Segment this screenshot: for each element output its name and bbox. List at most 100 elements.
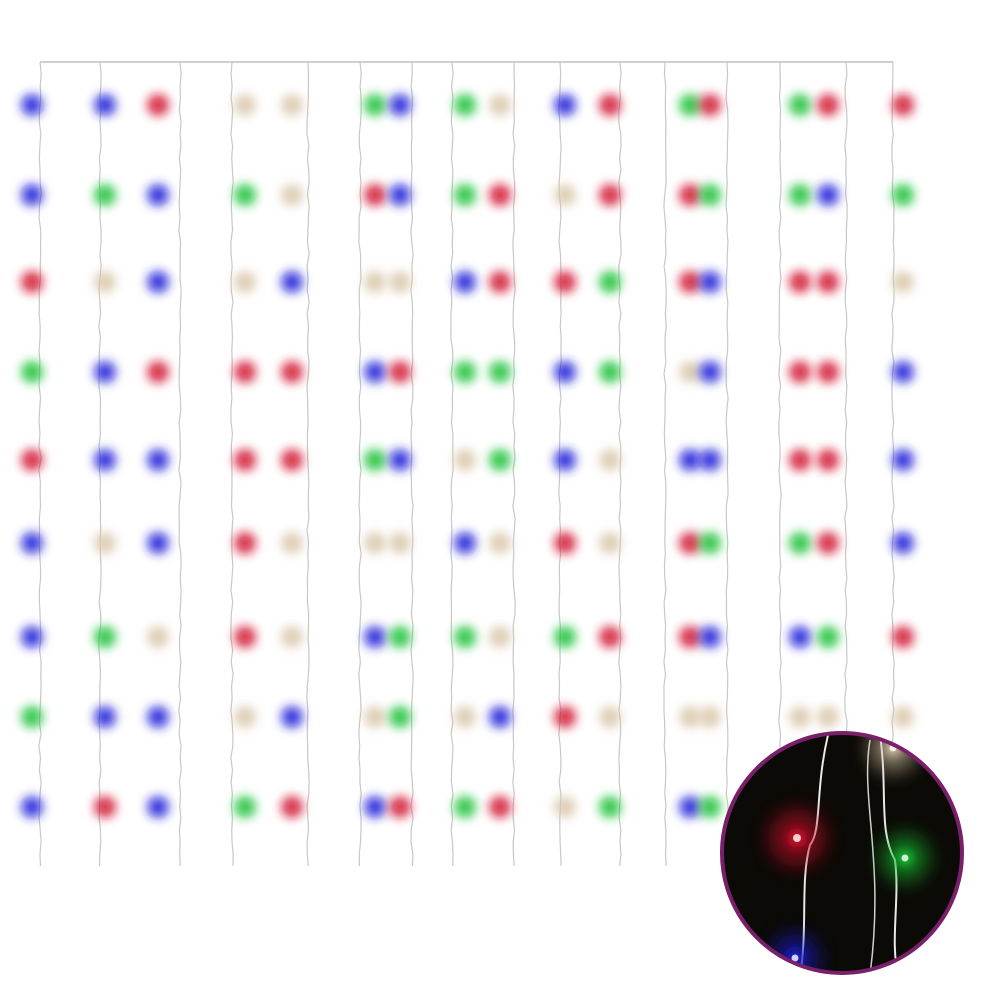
led-bulb bbox=[794, 366, 806, 378]
led-bulb bbox=[822, 366, 834, 378]
inset-led-core bbox=[902, 855, 909, 862]
led-bulb bbox=[152, 631, 164, 643]
led-bulb bbox=[286, 631, 298, 643]
led-bulb bbox=[459, 99, 471, 111]
led-bulb bbox=[99, 366, 111, 378]
led-bulb bbox=[459, 631, 471, 643]
wire-strand bbox=[231, 62, 233, 866]
led-bulb bbox=[459, 189, 471, 201]
led-bulb bbox=[152, 189, 164, 201]
led-bulb bbox=[684, 454, 696, 466]
led-bulb bbox=[26, 99, 38, 111]
led-bulb bbox=[239, 366, 251, 378]
led-bulb bbox=[559, 801, 571, 813]
led-bulb bbox=[286, 454, 298, 466]
led-bulb bbox=[494, 276, 506, 288]
led-bulb bbox=[822, 631, 834, 643]
led-bulb bbox=[99, 631, 111, 643]
led-bulb bbox=[684, 801, 696, 813]
led-bulb bbox=[794, 631, 806, 643]
led-bulb bbox=[369, 99, 381, 111]
led-bulb bbox=[822, 454, 834, 466]
wire-strand bbox=[451, 62, 453, 866]
led-bulb bbox=[494, 366, 506, 378]
led-bulb bbox=[459, 276, 471, 288]
led-bulb bbox=[897, 454, 909, 466]
led-bulb bbox=[822, 276, 834, 288]
led-bulb bbox=[794, 189, 806, 201]
led-bulb bbox=[794, 711, 806, 723]
led-bulb bbox=[794, 99, 806, 111]
wire-strand bbox=[664, 62, 666, 866]
led-bulb bbox=[494, 801, 506, 813]
led-bulb bbox=[704, 276, 716, 288]
led-bulb bbox=[494, 537, 506, 549]
led-bulb bbox=[99, 801, 111, 813]
led-bulb bbox=[394, 189, 406, 201]
led-bulb bbox=[822, 711, 834, 723]
led-bulb bbox=[559, 99, 571, 111]
led-bulb bbox=[152, 366, 164, 378]
led-bulb bbox=[604, 99, 616, 111]
led-bulb bbox=[369, 801, 381, 813]
led-bulb bbox=[684, 276, 696, 288]
wire-strand bbox=[726, 62, 728, 866]
led-bulb bbox=[369, 189, 381, 201]
led-bulb bbox=[704, 801, 716, 813]
led-bulb bbox=[604, 801, 616, 813]
led-bulb bbox=[394, 454, 406, 466]
led-bulb bbox=[684, 631, 696, 643]
led-bulb bbox=[152, 454, 164, 466]
inset-led-core bbox=[793, 834, 801, 842]
led-bulb bbox=[604, 366, 616, 378]
led-bulb bbox=[559, 631, 571, 643]
wire-strand bbox=[359, 62, 361, 866]
led-bulb bbox=[394, 99, 406, 111]
led-bulb bbox=[369, 631, 381, 643]
led-bulb bbox=[286, 801, 298, 813]
led-bulb bbox=[239, 631, 251, 643]
led-bulb bbox=[822, 99, 834, 111]
led-bulb bbox=[897, 537, 909, 549]
led-bulb bbox=[559, 189, 571, 201]
led-bulb bbox=[704, 366, 716, 378]
led-bulb bbox=[559, 711, 571, 723]
led-bulb bbox=[26, 454, 38, 466]
led-bulb bbox=[897, 711, 909, 723]
led-bulb bbox=[684, 537, 696, 549]
led-bulb bbox=[604, 631, 616, 643]
wire-strand bbox=[179, 62, 181, 866]
led-bulb bbox=[897, 99, 909, 111]
led-bulb bbox=[684, 189, 696, 201]
led-bulb bbox=[369, 537, 381, 549]
led-bulb bbox=[897, 631, 909, 643]
led-bulb bbox=[494, 189, 506, 201]
led-bulb bbox=[394, 631, 406, 643]
led-bulb bbox=[99, 537, 111, 549]
led-bulb bbox=[394, 801, 406, 813]
led-bulb bbox=[394, 711, 406, 723]
led-bulb bbox=[239, 537, 251, 549]
led-bulb bbox=[286, 366, 298, 378]
led-bulb bbox=[459, 711, 471, 723]
led-bulb bbox=[794, 454, 806, 466]
led-bulb bbox=[822, 537, 834, 549]
led-bulb bbox=[494, 454, 506, 466]
led-bulb bbox=[286, 537, 298, 549]
led-bulb bbox=[26, 366, 38, 378]
led-bulb bbox=[704, 631, 716, 643]
led-bulb bbox=[684, 366, 696, 378]
wire-strand bbox=[779, 62, 781, 866]
led-bulb bbox=[604, 537, 616, 549]
led-bulb bbox=[459, 454, 471, 466]
led-bulb bbox=[494, 711, 506, 723]
led-bulb bbox=[494, 99, 506, 111]
led-bulb bbox=[369, 711, 381, 723]
led-bulb bbox=[152, 801, 164, 813]
led-bulb bbox=[822, 189, 834, 201]
led-bulb bbox=[394, 537, 406, 549]
led-bulb bbox=[99, 711, 111, 723]
led-bulb bbox=[99, 276, 111, 288]
